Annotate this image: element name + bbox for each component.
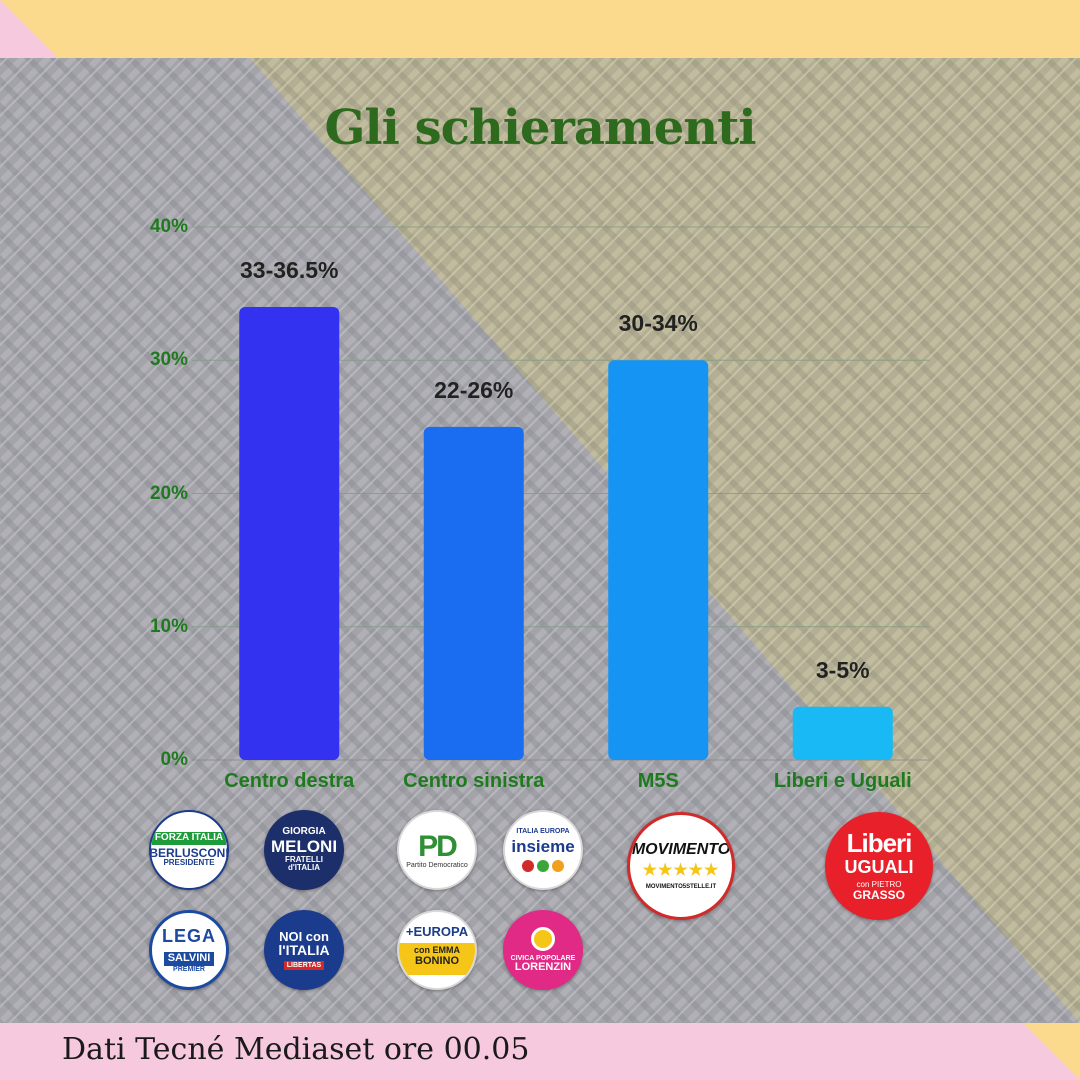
chart-title: Gli schieramenti xyxy=(324,100,756,156)
liberi-e-uguali-logo: Liberi UGUALI con PIETRO GRASSO xyxy=(825,812,933,920)
bar xyxy=(423,426,524,760)
category-label: Centro sinistra xyxy=(403,770,545,792)
movimento-5-stelle-logo: MOVIMENTO ★★★★★ MOVIMENTO5STELLE.IT xyxy=(627,812,735,920)
piu-europa-logo: +EUROPA con EMMA BONINO xyxy=(397,910,477,990)
category-label: Centro destra xyxy=(224,770,355,792)
bar xyxy=(608,360,709,760)
bar xyxy=(792,706,893,760)
bar-value-label: 33-36.5% xyxy=(240,256,339,283)
lega-logo: LEGA SALVINI PREMIER xyxy=(149,910,229,990)
bar-value-label: 3-5% xyxy=(815,656,870,683)
civica-popolare-logo: CIVICA POPOLARE LORENZIN xyxy=(503,910,583,990)
forza-italia-logo: FORZA ITALIA BERLUSCONI PRESIDENTE xyxy=(149,810,229,890)
bars xyxy=(239,306,893,760)
noi-con-italia-logo: NOI con l'ITALIA LIBERTAS xyxy=(264,910,344,990)
y-tick-label: 30% xyxy=(149,349,188,371)
pd-logo: PD Partito Democratico xyxy=(397,810,477,890)
fratelli-italia-logo: GIORGIA MELONI FRATELLI d'ITALIA xyxy=(264,810,344,890)
y-tick-label: 40% xyxy=(149,216,188,237)
insieme-logo: ITALIA EUROPA insieme xyxy=(503,810,583,890)
y-tick-label: 0% xyxy=(160,749,188,770)
bar-value-label: 22-26% xyxy=(434,376,514,403)
source-note: Dati Tecné Mediaset ore 00.05 xyxy=(62,1032,530,1067)
y-tick-label: 20% xyxy=(149,482,188,504)
category-label: M5S xyxy=(637,770,679,792)
bar-value-label: 30-34% xyxy=(618,310,698,337)
y-tick-label: 10% xyxy=(149,615,188,637)
category-label: Liberi e Uguali xyxy=(773,770,912,792)
bar xyxy=(239,306,340,760)
